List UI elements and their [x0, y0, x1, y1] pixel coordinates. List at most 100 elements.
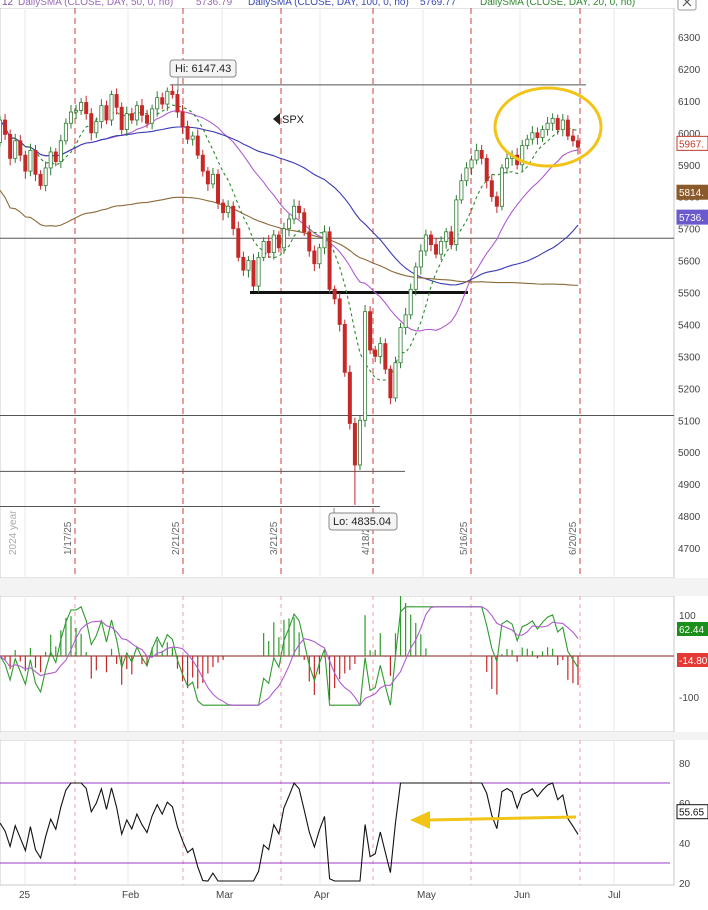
candle [3, 113, 8, 140]
panel-separator [0, 732, 708, 740]
candle [190, 131, 195, 146]
date-marker-label: 6/20/25 [568, 521, 579, 555]
candle [114, 88, 119, 115]
price-badges: 5967. 5814. 5736. [676, 135, 708, 225]
candle [226, 200, 231, 218]
candle [393, 356, 398, 402]
candle [428, 230, 433, 252]
candle [520, 139, 525, 172]
candle [459, 173, 464, 204]
candle [413, 262, 418, 296]
candle [276, 231, 281, 253]
candle [236, 221, 241, 262]
price-tick-label: 5100 [678, 416, 701, 427]
sma20-legend-label[interactable]: DailySMA (CLOSE, DAY, 20, 0, no) [480, 0, 635, 8]
candle [327, 226, 332, 294]
candle [104, 100, 109, 125]
price-tick-label: 5500 [678, 289, 701, 300]
oscillator-panel: 100 -100 62.44 -14.80 [0, 596, 708, 707]
date-marker-label: 2024 year [8, 510, 19, 555]
annotation-arrow [427, 815, 577, 822]
candle [28, 143, 33, 177]
candle [398, 322, 403, 369]
oscillator-tick-label: -100 [679, 693, 699, 704]
candle [195, 129, 200, 160]
rsi-badge-label: 55.65 [679, 808, 704, 819]
date-marker-label: 1/17/25 [63, 521, 74, 555]
candle [53, 148, 58, 167]
candle [134, 101, 139, 126]
candle [160, 92, 165, 110]
candle [99, 99, 104, 129]
candle [18, 135, 23, 162]
panel-frames [0, 7, 708, 886]
header-stub: 12 [2, 0, 14, 8]
high-annotation: Hi: 6147.43 [169, 59, 237, 92]
oscillator-badge-label: 62.44 [679, 625, 704, 636]
candle [266, 235, 271, 259]
sma100-line [0, 119, 579, 286]
candle [489, 174, 494, 202]
candle [347, 365, 352, 430]
candle [576, 135, 581, 155]
date-marker-label: 3/21/25 [269, 521, 280, 555]
price-badge-label: 5814. [679, 188, 704, 199]
candle [129, 107, 134, 124]
candle [494, 191, 499, 213]
x-axis-label: Apr [314, 890, 330, 901]
candle [119, 102, 124, 135]
candle [454, 195, 459, 251]
price-tick-label: 5200 [678, 384, 701, 395]
candle [368, 306, 373, 355]
candle [180, 105, 185, 134]
low-annotation-label: Lo: 4835.04 [333, 516, 391, 528]
candle [84, 95, 89, 120]
x-axis-label: 25 [19, 890, 31, 901]
price-tick-label: 5900 [678, 161, 701, 172]
candle [322, 225, 327, 255]
candle [342, 319, 347, 377]
candle [317, 243, 322, 269]
low-annotation: Lo: 4835.04 [328, 508, 398, 531]
candle [43, 161, 48, 192]
candle [74, 104, 79, 120]
indicator-header: 12 DailySMA (CLOSE, DAY, 50, 0, no) 5736… [0, 0, 697, 11]
candle [89, 108, 94, 141]
date-marker-label: 4/18/25 [361, 521, 372, 555]
candle [302, 208, 307, 236]
candle [434, 238, 439, 259]
price-badge: 5967. [676, 135, 708, 151]
candle [352, 417, 357, 505]
candle [170, 85, 175, 99]
rsi-line [0, 781, 579, 882]
candle [530, 126, 535, 145]
candle [251, 253, 256, 291]
sma100-legend-label[interactable]: DailySMA (CLOSE, DAY, 100, 0, no) [248, 0, 409, 8]
highlight-circle [493, 86, 603, 168]
sma100-legend-value: 5769.77 [420, 0, 457, 8]
symbol-label: SPX [273, 113, 305, 126]
candle [0, 116, 3, 147]
sma50-legend-label[interactable]: DailySMA (CLOSE, DAY, 50, 0, no) [18, 0, 173, 8]
candle [231, 201, 236, 236]
price-badge: 5814. [676, 184, 708, 200]
symbol-pointer-icon [273, 113, 280, 125]
oscillator-tick-label: 100 [679, 611, 696, 622]
candle [205, 166, 210, 191]
candle [373, 345, 378, 363]
oscillator-badge: -14.80 [677, 653, 708, 667]
horizontal-levels [0, 84, 674, 507]
price-tick-label: 4800 [678, 512, 701, 523]
close-icon[interactable] [677, 0, 697, 11]
panel-separator [0, 578, 708, 596]
candle [570, 128, 575, 147]
candle [408, 283, 413, 320]
candle [292, 199, 297, 225]
candle [545, 116, 550, 136]
candle [439, 236, 444, 260]
candle [555, 114, 560, 135]
candle [48, 146, 53, 176]
candle [281, 222, 286, 254]
